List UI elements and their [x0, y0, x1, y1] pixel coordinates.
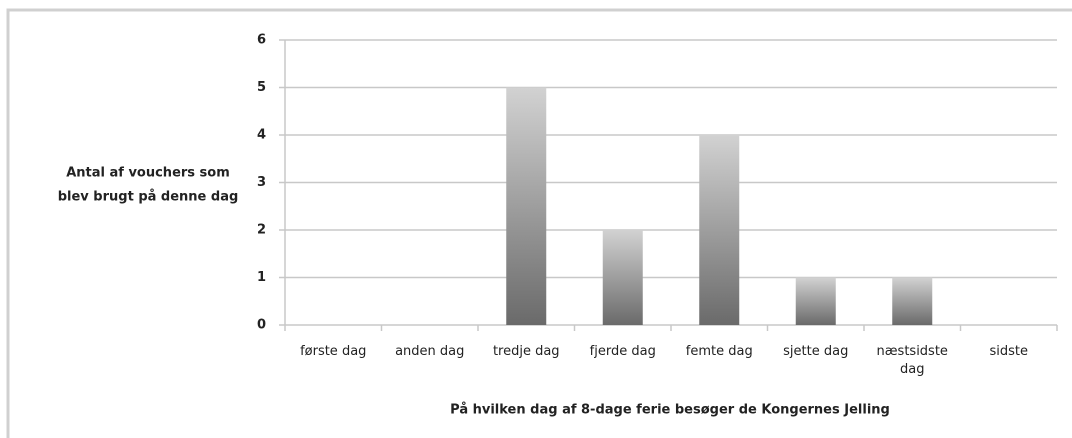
x-tick-label: første dag [300, 344, 367, 359]
x-tick-label: tredje dag [492, 344, 560, 359]
bar [699, 135, 740, 325]
bar [892, 277, 933, 325]
x-tick-label: anden dag [395, 344, 465, 359]
y-tick-label: 6 [257, 33, 266, 48]
y-axis-label: blev brugt på denne dag [58, 190, 239, 205]
x-tick-label: sjette dag [783, 344, 849, 359]
y-tick-label: 5 [257, 80, 266, 95]
y-axis-label: Antal af vouchers som [66, 166, 230, 181]
bar [506, 87, 547, 325]
x-axis-label: På hvilken dag af 8-dage ferie besøger d… [450, 403, 890, 418]
frame [6, 8, 1072, 438]
y-tick-label: 3 [257, 175, 266, 190]
y-tick-label: 0 [257, 318, 266, 333]
bar [602, 230, 643, 325]
bar [795, 277, 836, 325]
x-tick-label: femte dag [685, 344, 753, 359]
x-tick-label: fjerde dag [589, 344, 656, 359]
y-tick-label: 2 [257, 223, 266, 238]
y-tick-label: 1 [257, 270, 266, 285]
y-tick-label: 4 [257, 128, 266, 143]
x-tick-label: sidste [989, 344, 1028, 359]
x-tick-label: næstsidste dag [876, 344, 948, 377]
